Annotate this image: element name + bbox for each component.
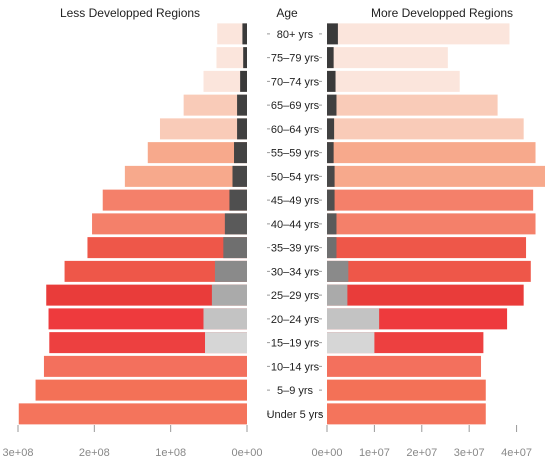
left-bar-dark [242, 23, 247, 45]
age-labels: 80+ yrs 75–79 yrs 70–74 yrs 65–69 yrs 60–64 … [267, 29, 324, 421]
left-x-tick-label: 0e+00 [232, 447, 263, 459]
right-bar [327, 142, 536, 164]
right-bar-dark [327, 47, 334, 69]
left-bar [124, 165, 247, 187]
right-panel-title: More Developped Regions [371, 6, 513, 20]
right-bar-dark [327, 94, 337, 116]
age-label: 30–34 yrs [271, 266, 320, 278]
left-bar [216, 47, 247, 69]
left-bar [203, 70, 247, 92]
right-bar-dark [327, 189, 335, 211]
right-bar-dark [327, 284, 348, 306]
right-bar [327, 23, 510, 45]
right-bar [327, 213, 536, 235]
left-bar [64, 260, 248, 282]
left-bar [87, 237, 247, 259]
right-bar [327, 260, 531, 282]
right-bar [327, 94, 498, 116]
left-x-tick-label: 2e+08 [79, 447, 110, 459]
left-bar [183, 94, 247, 116]
right-x-tick-label: 0e+00 [312, 447, 343, 459]
left-bar-dark [232, 165, 247, 187]
left-bar [102, 189, 247, 211]
right-bar-dark [327, 70, 336, 92]
right-bar-dark [327, 142, 334, 164]
left-panel-bars [18, 23, 248, 425]
age-label: 25–29 yrs [271, 290, 320, 302]
right-bar-dark [327, 165, 335, 187]
left-bar-dark [224, 213, 247, 235]
right-x-tick-label: 2e+07 [406, 447, 437, 459]
age-label: 50–54 yrs [271, 171, 320, 183]
right-bar-dark [327, 118, 335, 140]
right-bar [327, 118, 524, 140]
age-label: 75–79 yrs [271, 53, 320, 65]
left-bar-dark [240, 70, 247, 92]
age-label: 80+ yrs [277, 29, 314, 41]
age-label: 40–44 yrs [271, 219, 320, 231]
left-bar-dark [203, 308, 247, 330]
right-bar [327, 237, 527, 259]
left-bar [217, 23, 247, 45]
left-bar-dark [223, 237, 247, 259]
left-bar [49, 332, 248, 354]
left-bar-dark [237, 94, 247, 116]
right-x-axis: 0e+00 1e+07 2e+07 3e+07 4e+07 [312, 425, 532, 459]
right-x-tick-label: 1e+07 [359, 447, 390, 459]
right-bar-dark [327, 23, 338, 45]
age-label: 15–19 yrs [271, 338, 320, 350]
left-bar [43, 355, 247, 377]
left-bar-dark [243, 47, 247, 69]
left-bar-dark [229, 189, 247, 211]
left-bar [147, 142, 247, 164]
age-label: 10–14 yrs [271, 361, 320, 373]
age-label: Under 5 yrs [267, 409, 324, 421]
right-bar-dark [327, 308, 380, 330]
age-label: 55–59 yrs [271, 148, 320, 160]
right-bar [327, 47, 448, 69]
left-panel-title: Less Developped Regions [60, 6, 200, 20]
right-panel-bars [327, 23, 545, 425]
age-label: 70–74 yrs [271, 76, 320, 88]
left-bar [48, 308, 248, 330]
right-bar-dark [327, 213, 337, 235]
right-bar [327, 355, 482, 377]
left-bar [159, 118, 247, 140]
age-label: 60–64 yrs [271, 124, 320, 136]
right-bar [327, 379, 486, 401]
age-label: 35–39 yrs [271, 243, 320, 255]
left-bar-dark [211, 284, 247, 306]
right-bar [327, 403, 486, 425]
right-bar-dark [327, 237, 337, 259]
age-label: 20–24 yrs [271, 314, 320, 326]
right-bar [327, 284, 524, 306]
left-bar [35, 379, 247, 401]
right-bar [327, 70, 460, 92]
right-bar [327, 165, 545, 187]
left-x-tick-label: 3e+08 [3, 447, 34, 459]
left-bar-dark [214, 260, 247, 282]
left-bar [92, 213, 247, 235]
left-x-axis: 3e+08 2e+08 1e+08 0e+00 [3, 425, 263, 459]
left-bar-dark [237, 118, 247, 140]
left-bar-dark [205, 332, 247, 354]
right-bar-dark [327, 332, 375, 354]
left-bar [18, 403, 247, 425]
right-bar [327, 189, 534, 211]
right-x-tick-label: 4e+07 [501, 447, 532, 459]
age-label: 45–49 yrs [271, 195, 320, 207]
right-bar-dark [327, 260, 349, 282]
left-x-tick-label: 1e+08 [155, 447, 186, 459]
age-label: 5–9 yrs [277, 385, 314, 397]
right-x-tick-label: 3e+07 [454, 447, 485, 459]
left-bar [46, 284, 247, 306]
age-column-title: Age [276, 6, 298, 20]
age-label: 65–69 yrs [271, 100, 320, 112]
left-bar-dark [234, 142, 247, 164]
